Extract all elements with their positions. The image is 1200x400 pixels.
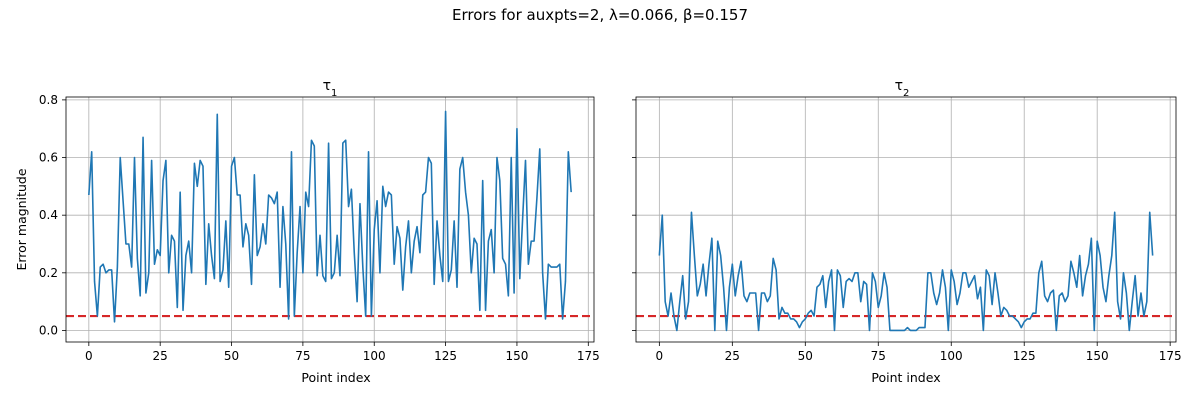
ticks-1: 0 25 50 75 100 125 150 175 0.0 0.2 0.4 0.6 0.8	[39, 93, 600, 363]
axes-frame-1	[65, 96, 595, 343]
axes-frame-2	[635, 96, 1177, 343]
grid-2	[636, 97, 1176, 342]
chart-title-1: τ1	[323, 78, 338, 99]
x-tick-label: 50	[798, 349, 813, 363]
x-tick-label: 100	[363, 349, 386, 363]
y-tick-label: 0.8	[39, 93, 58, 107]
x-tick-label: 25	[153, 349, 168, 363]
x-tick-label: 150	[1086, 349, 1109, 363]
y-axis-label-1: Error magnitude	[14, 168, 29, 270]
ticks-2: 0 25 50 75 100 125 150 175	[632, 99, 1182, 363]
y-tick-label: 0.0	[39, 323, 58, 337]
x-tick-label: 25	[725, 349, 740, 363]
chart-title-2: τ2	[895, 78, 910, 99]
x-tick-label: 75	[871, 349, 886, 363]
x-tick-label: 175	[577, 349, 600, 363]
x-tick-label: 0	[656, 349, 664, 363]
x-tick-label: 150	[505, 349, 528, 363]
figure-title: Errors for auxpts=2, λ=0.066, β=0.157	[452, 6, 748, 24]
error-series-line	[658, 211, 1154, 332]
series-2	[658, 211, 1154, 332]
x-tick-label: 175	[1159, 349, 1182, 363]
x-tick-label: 75	[295, 349, 310, 363]
chart-panel-1: τ1 0 25 50 75 100 125 150 175 0.0 0.2 0.4 0.6 0.8 Po…	[14, 78, 600, 385]
x-tick-label: 125	[1013, 349, 1036, 363]
y-tick-label: 0.6	[39, 151, 58, 165]
x-tick-label: 0	[85, 349, 93, 363]
error-series-line	[88, 110, 572, 323]
chart-panel-2: τ2 0 25 50 75 100 125 150 175 Point index	[632, 78, 1182, 385]
x-tick-label: 125	[434, 349, 457, 363]
y-tick-label: 0.2	[39, 266, 58, 280]
x-tick-label: 50	[224, 349, 239, 363]
y-tick-label: 0.4	[39, 208, 58, 222]
x-axis-label-1: Point index	[301, 370, 370, 385]
x-axis-label-2: Point index	[871, 370, 940, 385]
x-tick-label: 100	[940, 349, 963, 363]
series-1	[88, 110, 572, 323]
